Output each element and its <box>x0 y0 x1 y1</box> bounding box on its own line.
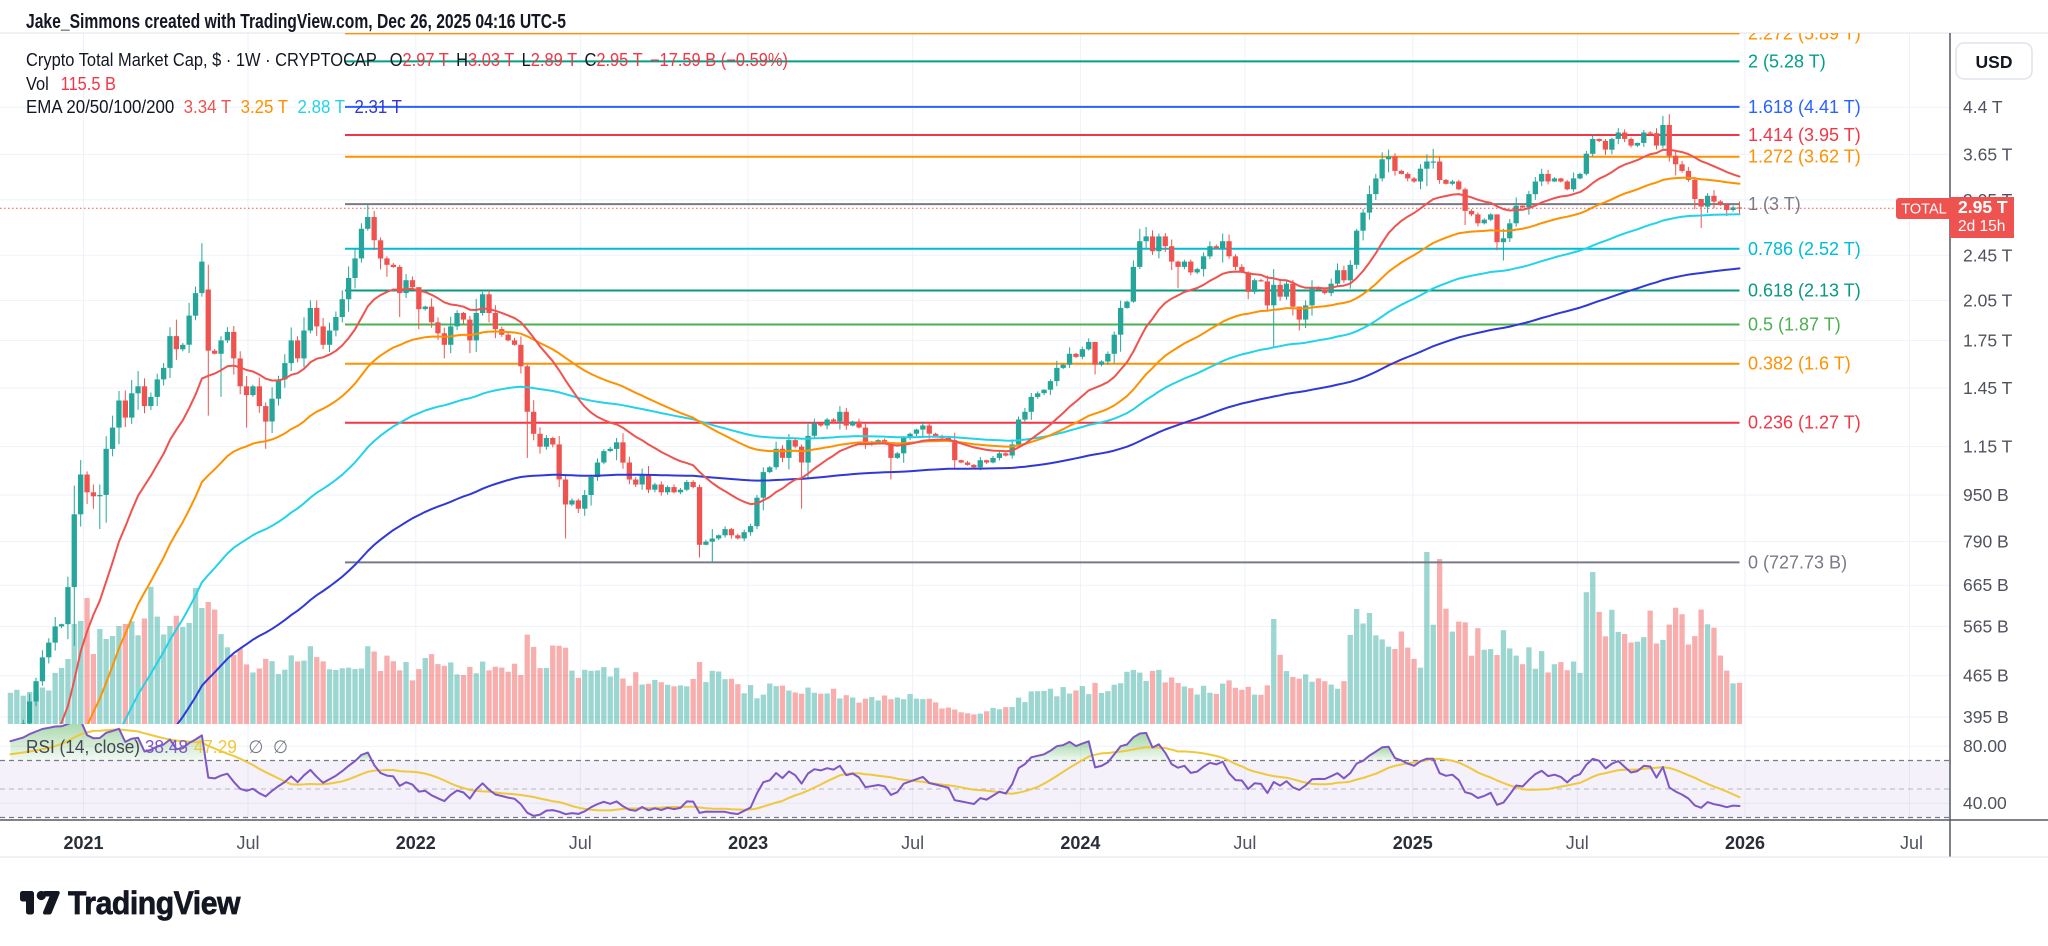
svg-text:TradingView: TradingView <box>68 885 241 921</box>
svg-text:565 B: 565 B <box>1963 616 2009 636</box>
svg-text:2d 15h: 2d 15h <box>1958 218 2005 235</box>
svg-text:Jul: Jul <box>236 833 259 853</box>
svg-text:EMA 20/50/100/2003.34 T3.25 T2: EMA 20/50/100/2003.34 T 3.25 T 2.88 T 2.31 … <box>26 97 402 117</box>
svg-text:Jul: Jul <box>1900 833 1923 853</box>
svg-text:Jake_Simmons created with Trad: Jake_Simmons created with TradingView.co… <box>26 11 566 33</box>
svg-text:465 B: 465 B <box>1963 666 2009 686</box>
svg-text:2023: 2023 <box>728 833 768 853</box>
svg-text:1.75 T: 1.75 T <box>1963 330 2013 350</box>
svg-text:Jul: Jul <box>569 833 592 853</box>
svg-text:0 (727.73 B): 0 (727.73 B) <box>1748 552 1847 572</box>
svg-text:2021: 2021 <box>63 833 103 853</box>
svg-text:0.5 (1.87 T): 0.5 (1.87 T) <box>1748 315 1841 335</box>
svg-text:4.4 T: 4.4 T <box>1963 97 2003 117</box>
svg-text:80.00: 80.00 <box>1963 736 2007 756</box>
svg-text:Vol 115.5 B: Vol 115.5 B <box>26 74 116 94</box>
svg-text:1 (3 T): 1 (3 T) <box>1748 194 1801 214</box>
svg-text:950 B: 950 B <box>1963 485 2009 505</box>
svg-text:Jul: Jul <box>1566 833 1589 853</box>
svg-text:2025: 2025 <box>1393 833 1433 853</box>
svg-text:1.414 (3.95 T): 1.414 (3.95 T) <box>1748 125 1861 145</box>
svg-text:Crypto Total Market Cap, $ · 1: Crypto Total Market Cap, $ · 1W · CRYPTO… <box>26 50 788 70</box>
svg-text:790 B: 790 B <box>1963 532 2009 552</box>
svg-text:2024: 2024 <box>1060 833 1100 853</box>
svg-text:0.786 (2.52 T): 0.786 (2.52 T) <box>1748 239 1861 259</box>
svg-text:2 (5.28 T): 2 (5.28 T) <box>1748 51 1826 71</box>
svg-text:1.45 T: 1.45 T <box>1963 378 2013 398</box>
svg-text:0.236 (1.27 T): 0.236 (1.27 T) <box>1748 413 1861 433</box>
svg-text:2.45 T: 2.45 T <box>1963 245 2013 265</box>
svg-text:Jul: Jul <box>1233 833 1256 853</box>
svg-text:2026: 2026 <box>1725 833 1765 853</box>
svg-text:Jul: Jul <box>901 833 924 853</box>
svg-text:1.272 (3.62 T): 1.272 (3.62 T) <box>1748 147 1861 167</box>
svg-text:0.618 (2.13 T): 0.618 (2.13 T) <box>1748 281 1861 301</box>
svg-text:2.95 T: 2.95 T <box>1958 197 2008 217</box>
svg-text:TOTAL: TOTAL <box>1901 202 1946 218</box>
svg-text:USD: USD <box>1976 52 2013 72</box>
svg-text:40.00: 40.00 <box>1963 793 2007 813</box>
svg-text:2.272 (5.89 T): 2.272 (5.89 T) <box>1748 23 1861 43</box>
svg-text:2022: 2022 <box>396 833 436 853</box>
svg-text:0.382 (1.6 T): 0.382 (1.6 T) <box>1748 354 1851 374</box>
svg-text:1.15 T: 1.15 T <box>1963 437 2013 457</box>
svg-text:395 B: 395 B <box>1963 707 2009 727</box>
svg-text:2.05 T: 2.05 T <box>1963 290 2013 310</box>
svg-text:1.618 (4.41 T): 1.618 (4.41 T) <box>1748 97 1861 117</box>
svg-text:3.65 T: 3.65 T <box>1963 144 2013 164</box>
svg-text:665 B: 665 B <box>1963 575 2009 595</box>
